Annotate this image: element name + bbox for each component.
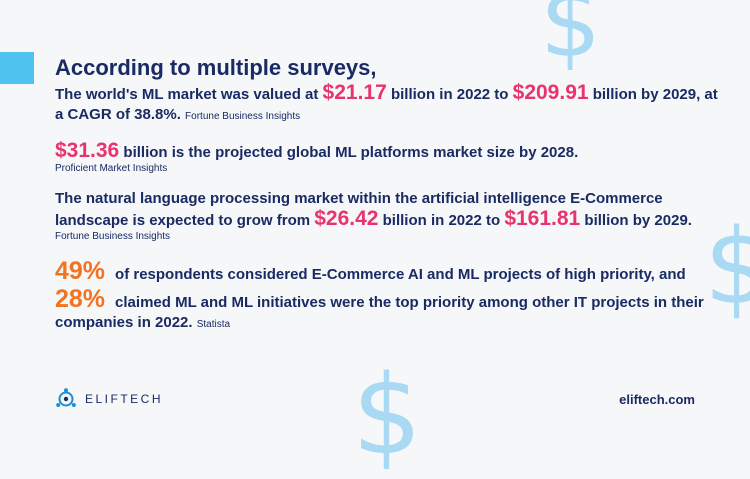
- source-label: Fortune Business Insights: [185, 111, 301, 122]
- stat-value: $209.91: [512, 81, 589, 104]
- source-label: Statista: [196, 319, 231, 330]
- source-label: Fortune Business Insights: [55, 231, 171, 242]
- stat-ml-market: The world's ML market was valued at $21.…: [55, 81, 725, 127]
- eliftech-logo-icon: [56, 388, 76, 407]
- accent-bar: [0, 52, 34, 84]
- stat-text: claimed ML and ML initiatives were the t…: [55, 294, 704, 331]
- stat-text: of respondents considered E-Commerce AI …: [115, 266, 686, 283]
- stat-text: billion in 2022 to: [378, 212, 505, 229]
- stat-text: billion by 2029, at a CAGR of 38.8%.: [55, 86, 718, 123]
- stat-text: billion is the projected global ML platf…: [119, 144, 579, 161]
- stat-ml-platforms: $31.36 billion is the projected global M…: [55, 139, 725, 175]
- stat-percent: 49%: [55, 257, 106, 285]
- stat-value: $161.81: [504, 207, 581, 230]
- website-link[interactable]: eliftech.com: [619, 392, 695, 407]
- stat-nlp-market: The natural language processing market w…: [55, 189, 725, 243]
- dollar-sign-decoration: $: [540, 0, 602, 79]
- stat-text: The world's ML market was valued at: [55, 86, 323, 103]
- stat-priority-28: 28% claimed ML and ML initiatives were th…: [55, 287, 725, 335]
- page-title: According to multiple surveys,: [55, 55, 377, 80]
- stat-text: The natural language processing market w…: [55, 190, 663, 229]
- stat-text: billion in 2022 to: [386, 86, 513, 103]
- stat-value: $31.36: [55, 139, 120, 162]
- logo-wordmark: ELIFTECH: [85, 392, 164, 406]
- dollar-sign-decoration: $: [352, 351, 422, 479]
- stat-text: billion by 2029.: [580, 212, 692, 229]
- stat-percent: 28%: [55, 285, 106, 313]
- eliftech-logo: ELIFTECH: [55, 388, 163, 410]
- stat-priority-49: 49% of respondents considered E-Commerce …: [55, 259, 725, 285]
- stat-value: $21.17: [322, 81, 387, 104]
- dollar-sign-decoration: $: [704, 206, 750, 328]
- stat-value: $26.42: [314, 207, 379, 230]
- stats-content: According to multiple surveys, The world…: [55, 54, 725, 335]
- source-label: Proficient Market Insights: [55, 163, 168, 174]
